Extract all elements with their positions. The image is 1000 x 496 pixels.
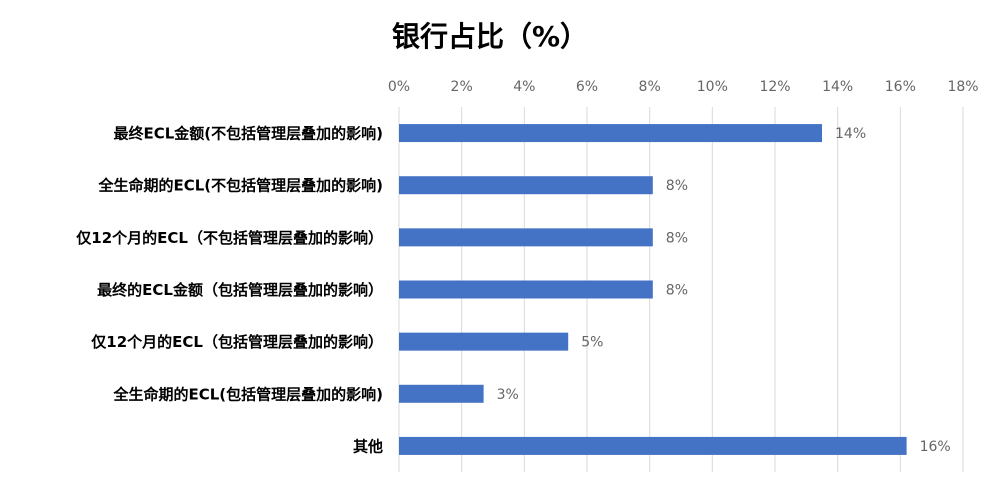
x-tick-label: 16% (885, 79, 916, 95)
y-tick-label: 仅12个月的ECL（不包括管理层叠加的影响） (75, 229, 383, 247)
bar (399, 384, 484, 403)
value-label: 8% (666, 283, 688, 299)
value-label: 5% (581, 335, 603, 351)
bar (399, 176, 653, 195)
y-tick-label: 全生命期的ECL(不包括管理层叠加的影响) (97, 177, 383, 195)
x-tick-label: 4% (513, 79, 535, 95)
value-label: 14% (835, 126, 866, 142)
x-tick-label: 2% (451, 79, 473, 95)
bar (399, 124, 822, 143)
x-tick-label: 18% (947, 79, 978, 95)
y-tick-label: 最终ECL金额(不包括管理层叠加的影响) (113, 125, 383, 143)
y-tick-label: 最终的ECL金额（包括管理层叠加的影响） (97, 281, 383, 299)
x-tick-label: 14% (822, 79, 853, 95)
x-tick-label: 6% (576, 79, 598, 95)
x-tick-label: 0% (388, 79, 410, 95)
bar (399, 228, 653, 247)
y-tick-label: 仅12个月的ECL（包括管理层叠加的影响） (90, 333, 383, 351)
value-label: 8% (666, 230, 688, 246)
y-tick-label: 全生命期的ECL(包括管理层叠加的影响) (112, 385, 383, 403)
bar (399, 280, 653, 299)
x-tick-label: 10% (697, 79, 728, 95)
value-label: 8% (666, 178, 688, 194)
bar (399, 436, 907, 455)
chart-title: 银行占比（%） (392, 20, 588, 53)
value-label: 3% (497, 387, 519, 403)
x-tick-label: 8% (639, 79, 661, 95)
x-tick-label: 12% (759, 79, 790, 95)
bar (399, 332, 569, 351)
value-label: 16% (920, 439, 951, 455)
y-tick-label: 其他 (353, 437, 383, 455)
